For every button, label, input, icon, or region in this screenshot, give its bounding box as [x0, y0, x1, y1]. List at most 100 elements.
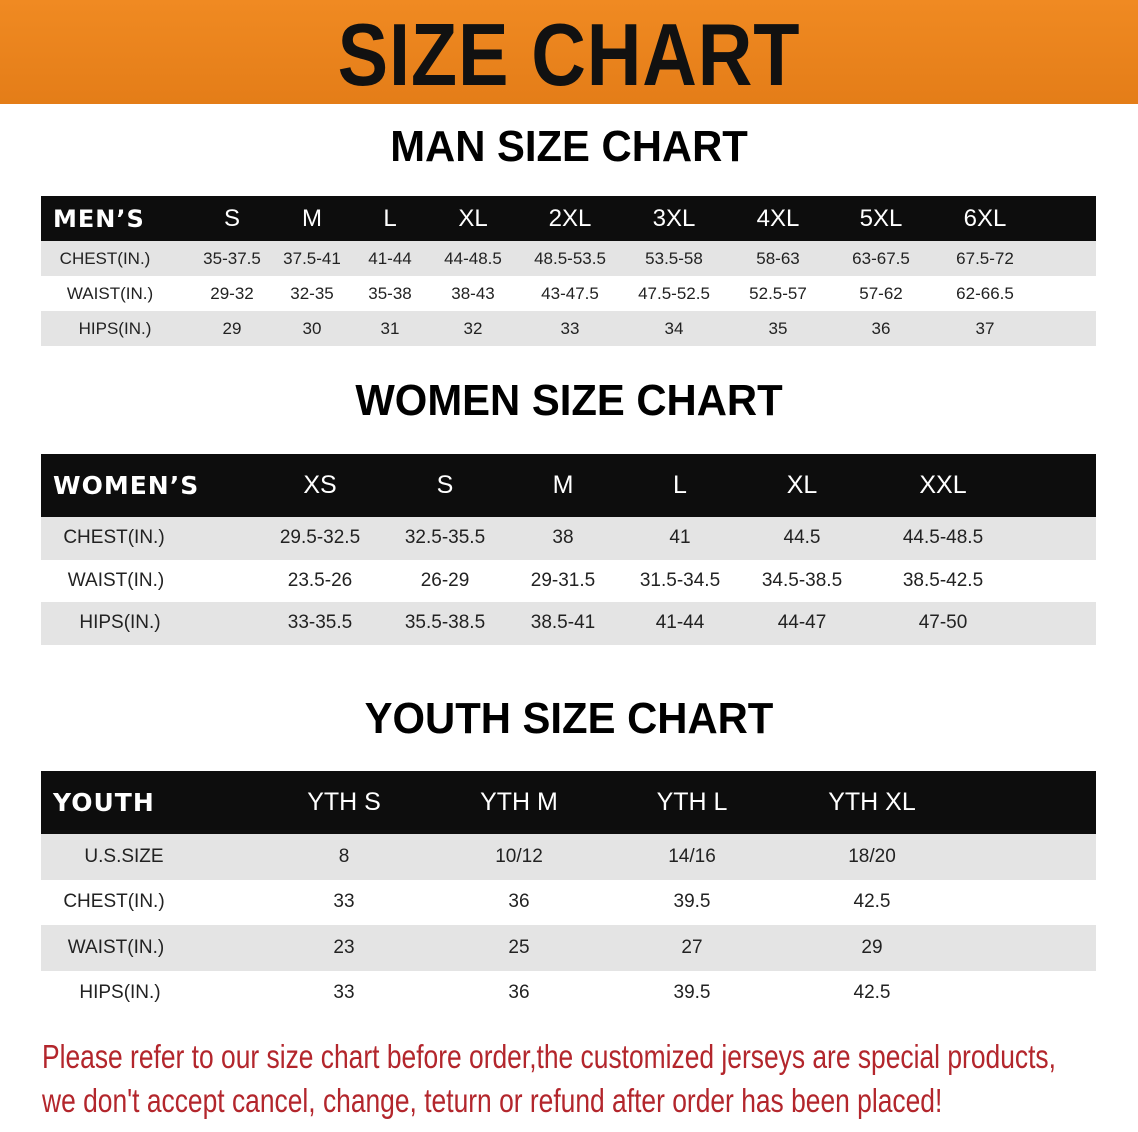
table-cell: 36 [508, 982, 530, 1004]
table-cell: 29.5-32.5 [279, 527, 361, 549]
size-header: XL [458, 204, 488, 232]
table-row: CHEST(IN.) 29.5-32.5 32.5-35.5 38 41 44.5 44.5… [41, 517, 1096, 560]
table-cell: 38.5-41 [530, 612, 596, 634]
table-row: WAIST(IN.) 29-32 32-35 35-38 38-43 43-47.5 47.… [41, 276, 1096, 311]
size-header: YTH M [480, 788, 558, 816]
table-row: CHEST(IN.) 33 36 39.5 42.5 [41, 879, 1096, 925]
youth-size-table: YOUTH YTH S YTH M YTH L YTH XL U.S.SIZE 8 10/12… [41, 771, 1096, 1016]
table-cell: 29 [861, 936, 883, 958]
table-row: CHEST(IN.) 35-37.5 37.5-41 41-44 44-48.5 48.5… [41, 241, 1096, 276]
table-cell: 47.5-52.5 [638, 283, 710, 303]
table-cell: 29-32 [210, 283, 254, 303]
table-cell: 58-63 [756, 248, 800, 268]
row-label: CHEST(IN.) [63, 527, 165, 549]
table-cell: 48.5-53.5 [534, 248, 606, 268]
table-cell: 31.5-34.5 [639, 569, 721, 591]
table-cell: 14/16 [668, 845, 716, 867]
table-cell: 44-48.5 [444, 248, 502, 268]
size-header: 6XL [963, 204, 1007, 232]
table-cell: 41 [669, 527, 691, 549]
size-header: XS [303, 471, 337, 499]
size-header: YTH XL [828, 788, 916, 816]
table-cell: 44.5 [783, 527, 821, 549]
table-cell: 63-67.5 [852, 248, 910, 268]
size-header: L [673, 471, 687, 499]
row-label: U.S.SIZE [84, 845, 164, 867]
table-cell: 41-44 [655, 612, 705, 634]
table-cell: 10/12 [495, 845, 543, 867]
men-header-label: MEN’S [53, 204, 145, 233]
table-row: WAIST(IN.) 23 25 27 29 [41, 925, 1096, 971]
banner: SIZE CHART [0, 0, 1138, 104]
table-row: HIPS(IN.) 33-35.5 35.5-38.5 38.5-41 41-44 44-… [41, 602, 1096, 645]
table-cell: 35-37.5 [203, 248, 261, 268]
table-cell: 23.5-26 [287, 569, 353, 591]
table-cell: 62-66.5 [956, 283, 1014, 303]
table-cell: 39.5 [673, 982, 711, 1004]
size-header: M [552, 471, 574, 499]
size-header: M [302, 204, 322, 232]
table-cell: 53.5-58 [645, 248, 703, 268]
table-cell: 57-62 [859, 283, 903, 303]
size-header: S [436, 471, 454, 499]
table-cell: 38.5-42.5 [902, 569, 984, 591]
table-row: U.S.SIZE 8 10/12 14/16 18/20 [41, 834, 1096, 880]
row-label: HIPS(IN.) [78, 318, 152, 338]
table-cell: 37 [975, 318, 995, 338]
table-cell: 41-44 [368, 248, 412, 268]
table-cell: 35 [768, 318, 788, 338]
women-header-row: WOMEN’S XS S M L XL XXL [41, 454, 1096, 517]
table-row: HIPS(IN.) 29 30 31 32 33 34 35 36 37 [41, 311, 1096, 346]
size-header: 2XL [548, 204, 592, 232]
size-header: 5XL [859, 204, 903, 232]
table-cell: 44-47 [777, 612, 827, 634]
size-header: XL [786, 471, 818, 499]
table-cell: 34 [664, 318, 684, 338]
women-title: WOMEN SIZE CHART [355, 376, 783, 425]
table-cell: 25 [508, 936, 530, 958]
table-cell: 42.5 [853, 891, 891, 913]
table-cell: 39.5 [673, 891, 711, 913]
table-cell: 38-43 [451, 283, 495, 303]
table-cell: 34.5-38.5 [761, 569, 843, 591]
table-cell: 35.5-38.5 [404, 612, 486, 634]
size-header: L [383, 204, 397, 232]
table-cell: 52.5-57 [749, 283, 807, 303]
table-cell: 36 [508, 891, 530, 913]
note-line-2: we don't accept cancel, change, teturn o… [42, 1082, 943, 1119]
table-row: HIPS(IN.) 33 36 39.5 42.5 [41, 970, 1096, 1016]
table-cell: 32-35 [290, 283, 334, 303]
youth-title: YOUTH SIZE CHART [364, 694, 774, 743]
table-cell: 42.5 [853, 982, 891, 1004]
table-cell: 23 [333, 936, 355, 958]
size-header: S [223, 204, 241, 232]
table-cell: 32.5-35.5 [404, 527, 486, 549]
banner-title: SIZE CHART [337, 5, 801, 104]
table-cell: 30 [302, 318, 322, 338]
table-cell: 38 [552, 527, 574, 549]
table-cell: 33 [560, 318, 580, 338]
table-cell: 32 [463, 318, 483, 338]
table-cell: 43-47.5 [541, 283, 599, 303]
table-cell: 33 [333, 982, 355, 1004]
table-cell: 33-35.5 [287, 612, 353, 634]
table-cell: 36 [871, 318, 891, 338]
women-size-table: WOMEN’S XS S M L XL XXL CHEST(IN.) 29.5-32.5 32.5… [41, 454, 1096, 645]
youth-header-row: YOUTH YTH S YTH M YTH L YTH XL [41, 771, 1096, 834]
women-header-label: WOMEN’S [53, 471, 200, 500]
size-header: YTH L [656, 788, 728, 816]
table-cell: 37.5-41 [283, 248, 341, 268]
note-line-1: Please refer to our size chart before or… [42, 1038, 1056, 1075]
table-cell: 35-38 [368, 283, 412, 303]
row-label: CHEST(IN.) [63, 891, 165, 913]
table-cell: 44.5-48.5 [902, 527, 984, 549]
men-title: MAN SIZE CHART [390, 122, 748, 171]
size-header: XXL [919, 471, 967, 499]
table-cell: 8 [338, 845, 350, 867]
men-header-row: MEN’S S M L XL 2XL 3XL 4XL 5XL 6XL [41, 196, 1096, 241]
youth-header-label: YOUTH [53, 788, 155, 817]
size-header: 4XL [756, 204, 800, 232]
table-cell: 47-50 [918, 612, 968, 634]
row-label: WAIST(IN.) [66, 283, 154, 303]
table-row: WAIST(IN.) 23.5-26 26-29 29-31.5 31.5-34.5 34… [41, 559, 1096, 602]
